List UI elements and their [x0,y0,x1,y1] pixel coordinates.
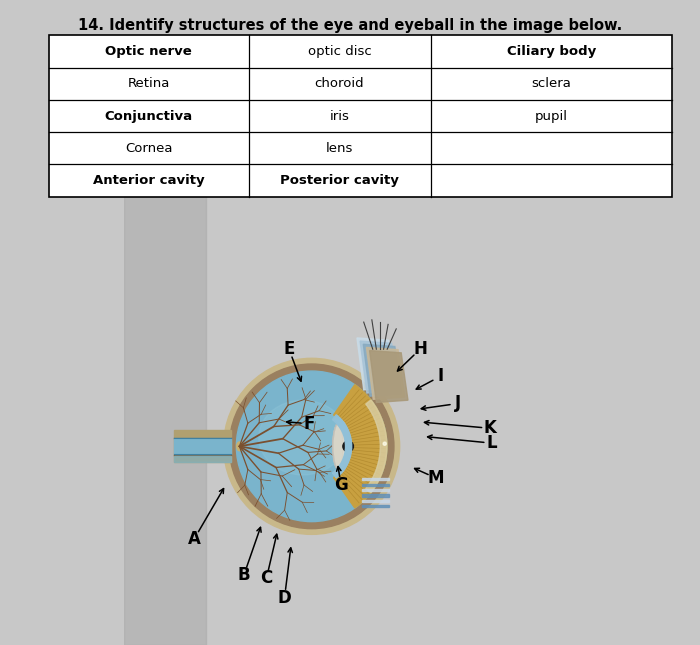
FancyArrowPatch shape [337,466,341,477]
Text: sclera: sclera [531,77,571,90]
Ellipse shape [237,442,242,451]
Text: optic disc: optic disc [307,45,372,58]
Text: 14. Identify structures of the eye and eyeball in the image below.: 14. Identify structures of the eye and e… [78,18,622,33]
Text: Cornea: Cornea [125,142,172,155]
Polygon shape [362,494,389,497]
Text: E: E [284,341,295,358]
FancyArrowPatch shape [398,355,414,371]
Polygon shape [362,500,389,502]
Text: Optic nerve: Optic nerve [106,45,192,58]
Text: F: F [304,415,315,433]
Wedge shape [334,384,387,508]
Text: M: M [428,469,444,487]
Text: H: H [413,341,427,358]
Polygon shape [370,350,408,402]
FancyArrowPatch shape [428,435,484,442]
Text: C: C [260,569,272,587]
Text: D: D [278,589,291,606]
Polygon shape [363,344,402,396]
Ellipse shape [332,421,349,472]
FancyArrowPatch shape [286,548,293,590]
Wedge shape [365,400,387,493]
Polygon shape [362,505,389,508]
Wedge shape [332,415,351,478]
Text: lens: lens [326,142,354,155]
Ellipse shape [259,400,346,475]
FancyArrowPatch shape [292,357,302,381]
Circle shape [230,364,394,529]
FancyArrowPatch shape [416,381,433,389]
Text: Anterior cavity: Anterior cavity [93,174,204,187]
Ellipse shape [332,424,343,468]
Text: iris: iris [330,110,349,123]
Polygon shape [125,194,206,645]
Polygon shape [174,439,230,454]
Text: I: I [438,368,443,385]
FancyArrowPatch shape [424,421,482,428]
Text: B: B [237,566,250,584]
Text: Posterior cavity: Posterior cavity [280,174,399,187]
Text: Conjunctiva: Conjunctiva [105,110,192,123]
FancyArrowPatch shape [287,420,301,424]
Polygon shape [362,489,389,491]
Polygon shape [174,430,230,462]
Text: L: L [487,434,498,452]
FancyArrowPatch shape [246,528,261,567]
Polygon shape [360,341,398,393]
Circle shape [223,359,400,534]
Text: K: K [484,419,496,437]
Circle shape [343,441,354,451]
Text: choroid: choroid [315,77,364,90]
Text: Ciliary body: Ciliary body [507,45,596,58]
Polygon shape [362,484,389,486]
Circle shape [383,442,386,445]
Text: G: G [334,476,348,493]
Circle shape [237,371,387,522]
FancyArrowPatch shape [414,468,428,475]
Polygon shape [174,456,230,462]
Text: pupil: pupil [535,110,568,123]
Polygon shape [357,338,395,390]
Polygon shape [366,348,405,399]
Text: Retina: Retina [127,77,170,90]
FancyArrowPatch shape [198,489,223,531]
Text: A: A [188,530,201,548]
Text: J: J [455,395,461,412]
FancyArrowPatch shape [421,404,450,410]
Polygon shape [362,478,389,481]
FancyArrowPatch shape [268,534,278,570]
